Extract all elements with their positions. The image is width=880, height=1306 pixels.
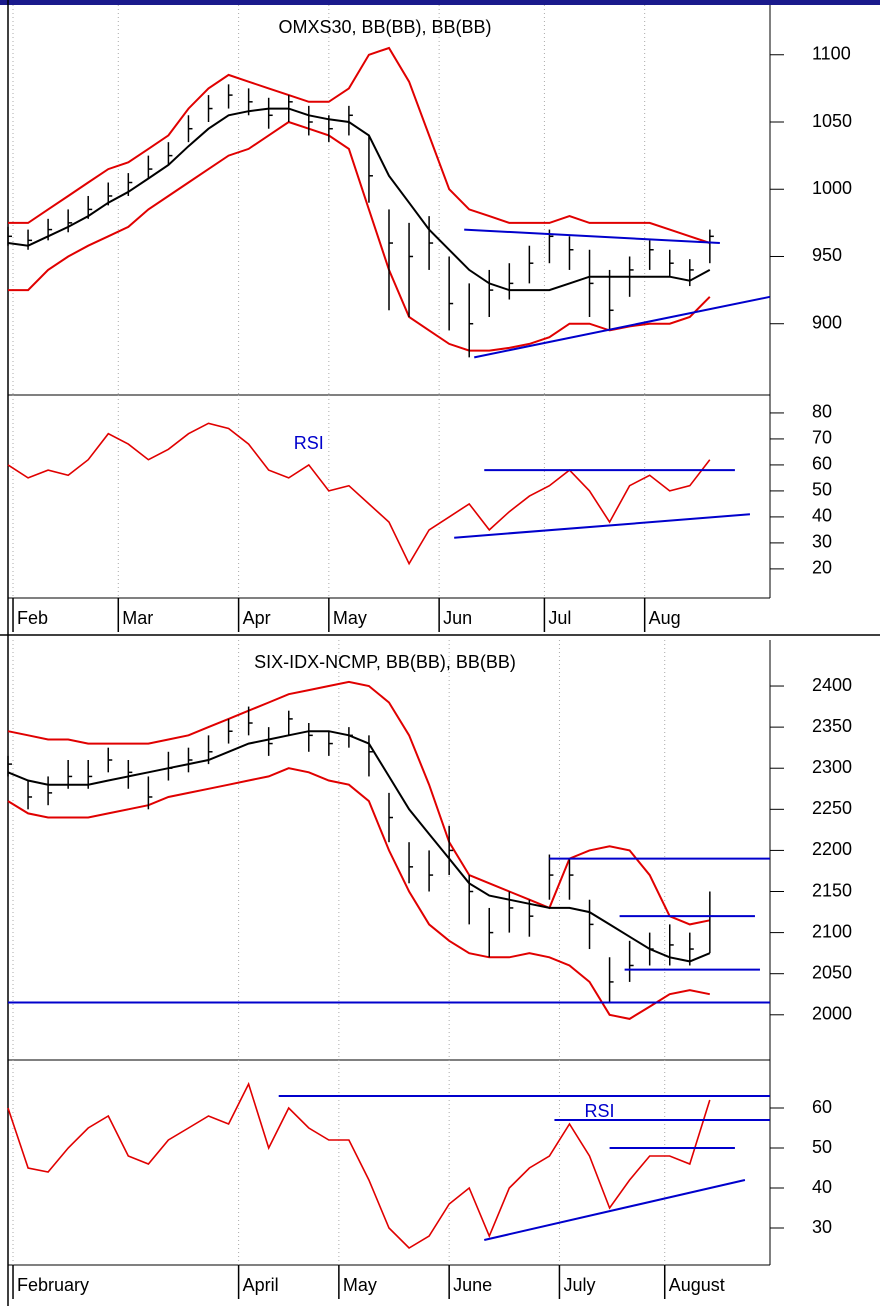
x-tick-label: August (669, 1275, 725, 1295)
y-tick-label: 2100 (812, 921, 852, 941)
y-tick-label: 40 (812, 1177, 832, 1197)
annotation: RSI (585, 1101, 615, 1121)
band-line (8, 46, 711, 244)
y-tick-label: 1100 (812, 44, 851, 64)
band-line (7, 680, 711, 926)
band-line (7, 730, 711, 963)
x-tick-label: April (243, 1275, 279, 1295)
y-tick-label: 2400 (812, 675, 852, 695)
rsi-line (7, 422, 711, 566)
band-line (7, 767, 711, 1020)
plot-layer: 900 950 1000 1050 1100 OMXS30, BB(BB), BB(BB)… (7, 5, 852, 1299)
trend-line (484, 1179, 746, 1241)
y-tick-label: 2150 (812, 880, 852, 900)
top-bar (0, 0, 880, 5)
chart-title: SIX-IDX-NCMP, BB(BB), BB(BB) (254, 652, 516, 672)
y-tick-label: 30 (812, 1217, 832, 1237)
y-tick-label: 2050 (812, 962, 852, 982)
y-tick-label: 30 (812, 532, 832, 552)
y-tick-label: 50 (812, 480, 832, 500)
trend-line (464, 228, 720, 245)
y-tick-label: 1000 (812, 178, 852, 198)
y-tick-label: 80 (812, 402, 832, 422)
band-line (8, 120, 711, 352)
y-tick-label: 60 (812, 1097, 832, 1117)
y-tick-label: 2000 (812, 1004, 852, 1024)
annotation: RSI (294, 433, 324, 453)
x-tick-label: Mar (122, 608, 153, 628)
y-tick-label: 2300 (812, 757, 852, 777)
x-tick-label: July (563, 1275, 595, 1295)
x-tick-label: Apr (243, 608, 271, 628)
y-tick-label: 40 (812, 506, 832, 526)
x-tick-label: Aug (649, 608, 681, 628)
y-tick-label: 2250 (812, 798, 852, 818)
x-tick-label: Jun (443, 608, 472, 628)
y-tick-label: 20 (812, 558, 832, 578)
x-tick-label: June (453, 1275, 492, 1295)
x-tick-label: Feb (17, 608, 48, 628)
y-tick-label: 950 (812, 245, 842, 265)
y-tick-label: 2350 (812, 716, 852, 736)
y-tick-label: 2200 (812, 839, 852, 859)
rsi-line (7, 1081, 711, 1250)
x-tick-label: May (343, 1275, 377, 1295)
y-tick-label: 1050 (812, 111, 852, 131)
y-tick-label: 60 (812, 454, 832, 474)
y-tick-label: 50 (812, 1137, 832, 1157)
chart-title: OMXS30, BB(BB), BB(BB) (278, 17, 491, 37)
band-line (7, 107, 711, 292)
y-tick-label: 70 (812, 428, 832, 448)
x-tick-label: May (333, 608, 367, 628)
y-tick-label: 900 (812, 312, 842, 332)
trend-line (474, 295, 771, 359)
x-tick-label: February (17, 1275, 89, 1295)
trend-line (454, 513, 751, 539)
x-tick-label: Jul (548, 608, 571, 628)
